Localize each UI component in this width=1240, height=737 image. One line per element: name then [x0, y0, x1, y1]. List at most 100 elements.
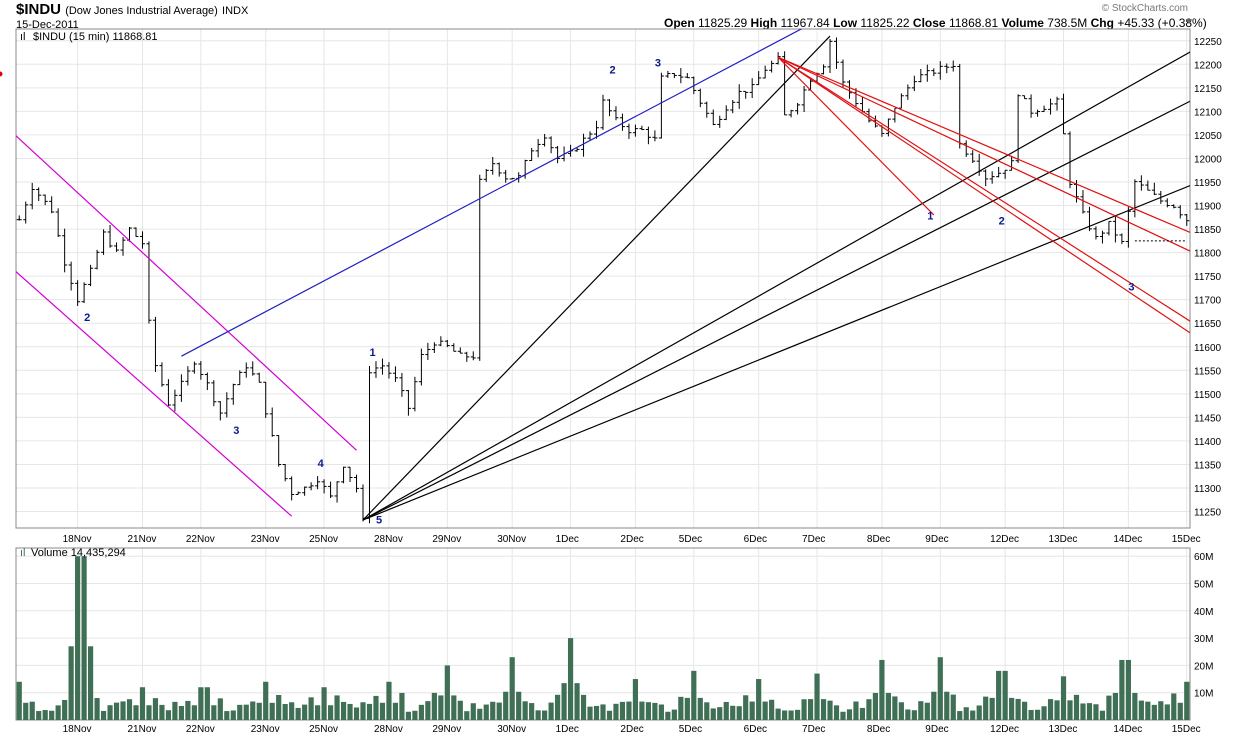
volume-bar [1034, 709, 1041, 720]
wave-label: 3 [655, 58, 661, 70]
volume-bar [373, 695, 379, 720]
price-tick-label: 12050 [1194, 131, 1222, 142]
price-tick-label: 11450 [1194, 413, 1222, 424]
volume-bar [542, 710, 548, 720]
volume-bar [243, 704, 249, 720]
channel-line-upper [16, 134, 357, 451]
fan-line-red [777, 56, 935, 216]
volume-bar [1151, 704, 1157, 720]
date-tick-label: 18Nov [63, 724, 92, 735]
volume-bar [295, 707, 301, 720]
volume-bar [684, 697, 690, 720]
wave-label: 3 [233, 425, 239, 437]
volume-bar [879, 659, 885, 720]
volume-bar [386, 681, 392, 720]
volume-bar [68, 646, 74, 720]
date-tick-label: 6Dec [744, 724, 767, 735]
volume-bar [191, 705, 197, 720]
fan-line-red [777, 56, 1190, 252]
wave-label: 3 [1128, 281, 1134, 293]
wave-label: 2 [84, 312, 90, 324]
open-label: Open [664, 16, 695, 30]
volume-bar [146, 705, 152, 720]
wave-label: 5 [376, 514, 382, 526]
volume-bar [418, 704, 424, 720]
volume-bar [224, 711, 230, 720]
date-tick-label: 6Dec [744, 534, 767, 545]
volume-bar [807, 699, 814, 720]
volume-bar [704, 702, 710, 720]
volume-bar [211, 705, 217, 720]
date-tick-label: 23Nov [251, 724, 280, 735]
date-tick-label: 18Nov [63, 534, 92, 545]
volume-bar [736, 706, 742, 720]
fan-line-black [362, 35, 831, 521]
price-tick-label: 11800 [1194, 249, 1222, 260]
volume-bar [1009, 697, 1015, 720]
volume-bar [567, 638, 574, 720]
price-tick-label: 12100 [1194, 107, 1222, 118]
date-tick-label: 14Dec [1113, 534, 1142, 545]
volume-bar [62, 700, 68, 720]
price-tick-label: 11250 [1194, 508, 1222, 519]
wave-label: 2 [999, 215, 1005, 227]
wave-label: 1 [927, 211, 933, 223]
volume-bar [794, 709, 801, 720]
date-tick-label: 30Nov [497, 724, 526, 735]
volume-bar [16, 681, 22, 720]
price-panel-frame [15, 28, 1191, 529]
date-tick-label: 1Dec [556, 534, 579, 545]
date-tick-label: 25Nov [309, 724, 338, 735]
volume-bar [172, 701, 178, 720]
volume-panel-frame [15, 547, 1191, 721]
date-tick-label: 30Nov [497, 534, 526, 545]
date-tick-label: 21Nov [127, 534, 156, 545]
date-tick-label: 28Nov [374, 724, 403, 735]
volume-legend: ıl Volume 14,435,294 [20, 547, 126, 559]
volume-bar [788, 710, 794, 720]
volume-bar [516, 691, 522, 720]
volume-bar [918, 701, 924, 720]
date-tick-label: 21Nov [127, 724, 156, 735]
volume-bar [983, 696, 989, 720]
symbol-exchange: INDX [222, 5, 249, 17]
fan-line-red [777, 56, 1190, 234]
volume-bar [639, 701, 645, 720]
volume-bar [743, 695, 749, 720]
price-axis: 11250 11300 11350 11400 11450 11500 11550 11600… [1194, 37, 1222, 519]
volume-bar [1177, 702, 1183, 720]
volume-bar [178, 706, 184, 720]
volume-bar [548, 702, 554, 720]
volume-legend-text: Volume 14,435,294 [31, 547, 126, 559]
trendline-blue [181, 29, 803, 357]
volume-bar [1145, 701, 1151, 720]
symbol-text: $INDU [16, 1, 62, 18]
volume-bar [425, 701, 431, 720]
wave-label: 2 [609, 65, 615, 77]
volume-bar [1041, 706, 1047, 720]
volume-bar [619, 701, 626, 720]
volume-bar [1054, 700, 1060, 720]
price-legend: ıl $INDU (15 min) 11868.81 [20, 31, 158, 43]
volume-bar [866, 699, 872, 720]
low-label: Low [833, 16, 858, 30]
price-tick-label: 11650 [1194, 319, 1222, 330]
date-tick-label: 12Dec [990, 534, 1019, 545]
volume-bar [970, 710, 976, 720]
chevron-down-icon[interactable] [1186, 19, 1192, 24]
volume-bar [139, 687, 146, 720]
volume-bar [1047, 699, 1054, 720]
volume-bar [412, 710, 418, 720]
volume-bar [645, 702, 651, 720]
volume-bar [29, 701, 35, 720]
volume-bar [1132, 692, 1138, 720]
volume-bar [723, 701, 729, 720]
volume-bar [457, 700, 463, 720]
volume-bar [613, 703, 619, 720]
price-tick-label: 12200 [1194, 60, 1222, 71]
volume-bar [555, 694, 561, 720]
volume-bar [859, 707, 866, 720]
volume-bar [250, 701, 256, 720]
volume-bar [561, 683, 567, 720]
